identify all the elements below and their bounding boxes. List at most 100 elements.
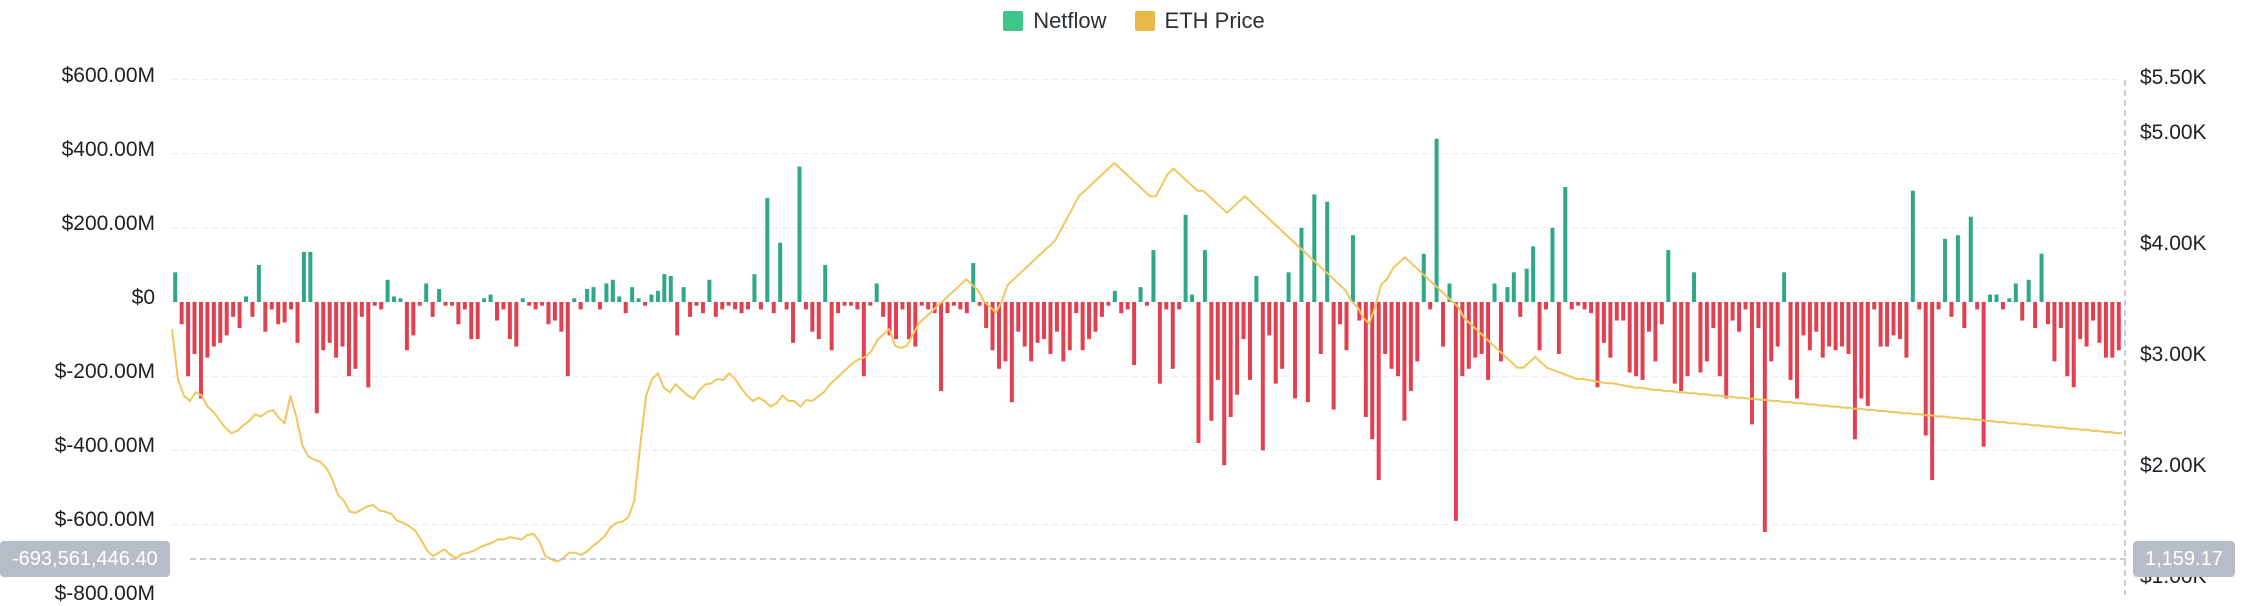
netflow-bar-positive [1994, 294, 1999, 302]
netflow-bar-positive [585, 289, 590, 302]
netflow-bar-negative [456, 302, 461, 325]
netflow-bar-negative [1556, 302, 1561, 354]
netflow-bar-negative [996, 302, 1001, 369]
netflow-bar-positive [797, 166, 802, 302]
netflow-bar-positive [1299, 227, 1304, 302]
netflow-bar-negative [829, 302, 834, 351]
netflow-bar-negative [1801, 302, 1806, 336]
netflow-bar-negative [1093, 302, 1098, 332]
netflow-bar-negative [1402, 302, 1407, 421]
netflow-bar-positive [823, 264, 828, 302]
netflow-bar-negative [623, 302, 628, 314]
eth-price-line [171, 161, 2122, 563]
netflow-bar-negative [263, 302, 268, 332]
netflow-bar-negative [990, 302, 995, 351]
netflow-bar-positive [1563, 186, 1568, 302]
netflow-bar-negative [1145, 302, 1149, 306]
netflow-bar-negative [379, 302, 384, 310]
netflow-bar-positive [244, 296, 249, 302]
netflow-bar-negative [984, 302, 989, 328]
netflow-bar-positive [1286, 272, 1291, 302]
netflow-bar-negative [2097, 302, 2102, 343]
netflow-bar-negative [2084, 302, 2089, 347]
netflow-bar-negative [404, 302, 409, 351]
netflow-bar-negative [1035, 302, 1040, 343]
netflow-bar-negative [295, 302, 300, 343]
netflow-bar-negative [643, 302, 648, 306]
netflow-bar-negative [1885, 302, 1890, 347]
netflow-bar-negative [958, 302, 963, 310]
netflow-bar-negative [688, 302, 693, 317]
netflow-bar-negative [250, 302, 255, 317]
netflow-bar-negative [321, 302, 326, 351]
netflow-bar-negative [1235, 302, 1240, 395]
netflow-bar-negative [1737, 302, 1742, 332]
netflow-bar-positive [655, 290, 660, 302]
netflow-bar-negative [791, 302, 796, 343]
netflow-bar-negative [1054, 302, 1059, 332]
netflow-bar-negative [495, 302, 499, 321]
netflow-bar-negative [1679, 302, 1684, 392]
netflow-bar-negative [758, 302, 763, 310]
crosshair-right-value: 1,159.17 [2133, 541, 2235, 577]
netflow-bar-negative [366, 302, 371, 388]
netflow-bar-negative [2033, 302, 2038, 328]
netflow-swatch [1003, 11, 1024, 31]
netflow-bar-negative [1029, 302, 1034, 362]
netflow-bar-negative [346, 302, 351, 377]
netflow-bar-positive [1943, 238, 1948, 302]
netflow-bar-negative [186, 302, 191, 377]
netflow-bar-positive [1151, 250, 1156, 302]
netflow-bar-negative [1363, 302, 1368, 418]
netflow-bar-negative [1595, 302, 1600, 388]
netflow-bar-negative [1293, 302, 1298, 399]
netflow-bar-negative [1820, 302, 1825, 358]
netflow-bar-negative [1209, 302, 1214, 421]
netflow-bar-negative [784, 302, 789, 310]
netflow-bar-negative [1614, 302, 1619, 321]
netflow-bar-negative [276, 302, 281, 325]
legend-item-netflow[interactable]: Netflow [1003, 8, 1107, 34]
netflow-bar-negative [1048, 302, 1053, 354]
netflow-bar-negative [1318, 302, 1323, 354]
netflow-bar-negative [1383, 302, 1388, 354]
netflow-bar-negative [1589, 302, 1594, 314]
legend-item-eth-price[interactable]: ETH Price [1134, 8, 1265, 34]
netflow-bar-positive [1666, 250, 1671, 302]
netflow-bar-negative [1852, 302, 1857, 440]
netflow-bar-negative [1395, 302, 1400, 377]
netflow-bar-negative [1344, 302, 1349, 351]
netflow-bar-negative [411, 302, 416, 336]
netflow-bar-positive [681, 287, 686, 302]
netflow-bar-positive [1988, 294, 1993, 302]
netflow-bar-negative [1157, 302, 1162, 384]
netflow-bar-negative [218, 302, 223, 343]
netflow-bar-negative [1743, 302, 1748, 310]
netflow-bar-negative [1022, 302, 1027, 347]
netflow-bar-negative [353, 302, 358, 369]
netflow-bar-negative [205, 302, 210, 358]
netflow-bar-negative [269, 302, 274, 310]
netflow-bar-negative [906, 302, 911, 340]
netflow-bar-negative [1473, 302, 1478, 358]
netflow-bar-negative [1228, 302, 1233, 418]
netflow-bar-positive [630, 287, 635, 302]
netflow-bar-positive [1112, 290, 1117, 302]
netflow-bar-negative [1415, 302, 1420, 362]
netflow-bar-negative [881, 302, 886, 317]
left-tick-label: $400.00M [61, 138, 155, 161]
netflow-bar-positive [2007, 298, 2012, 302]
netflow-bar-negative [359, 302, 364, 317]
netflow-bar-negative [1981, 302, 1986, 447]
netflow-bar-negative [1125, 302, 1130, 310]
netflow-bar-negative [1164, 302, 1169, 310]
netflow-bar-negative [2116, 302, 2121, 351]
netflow-bar-negative [900, 302, 905, 310]
crosshair-left-value: -693,561,446.40 [0, 541, 170, 577]
netflow-bar-positive [2026, 279, 2031, 302]
netflow-bar-negative [1627, 302, 1632, 373]
netflow-bar-negative [2078, 302, 2083, 340]
netflow-bar-negative [527, 302, 532, 306]
netflow-bar-positive [1511, 272, 1516, 302]
